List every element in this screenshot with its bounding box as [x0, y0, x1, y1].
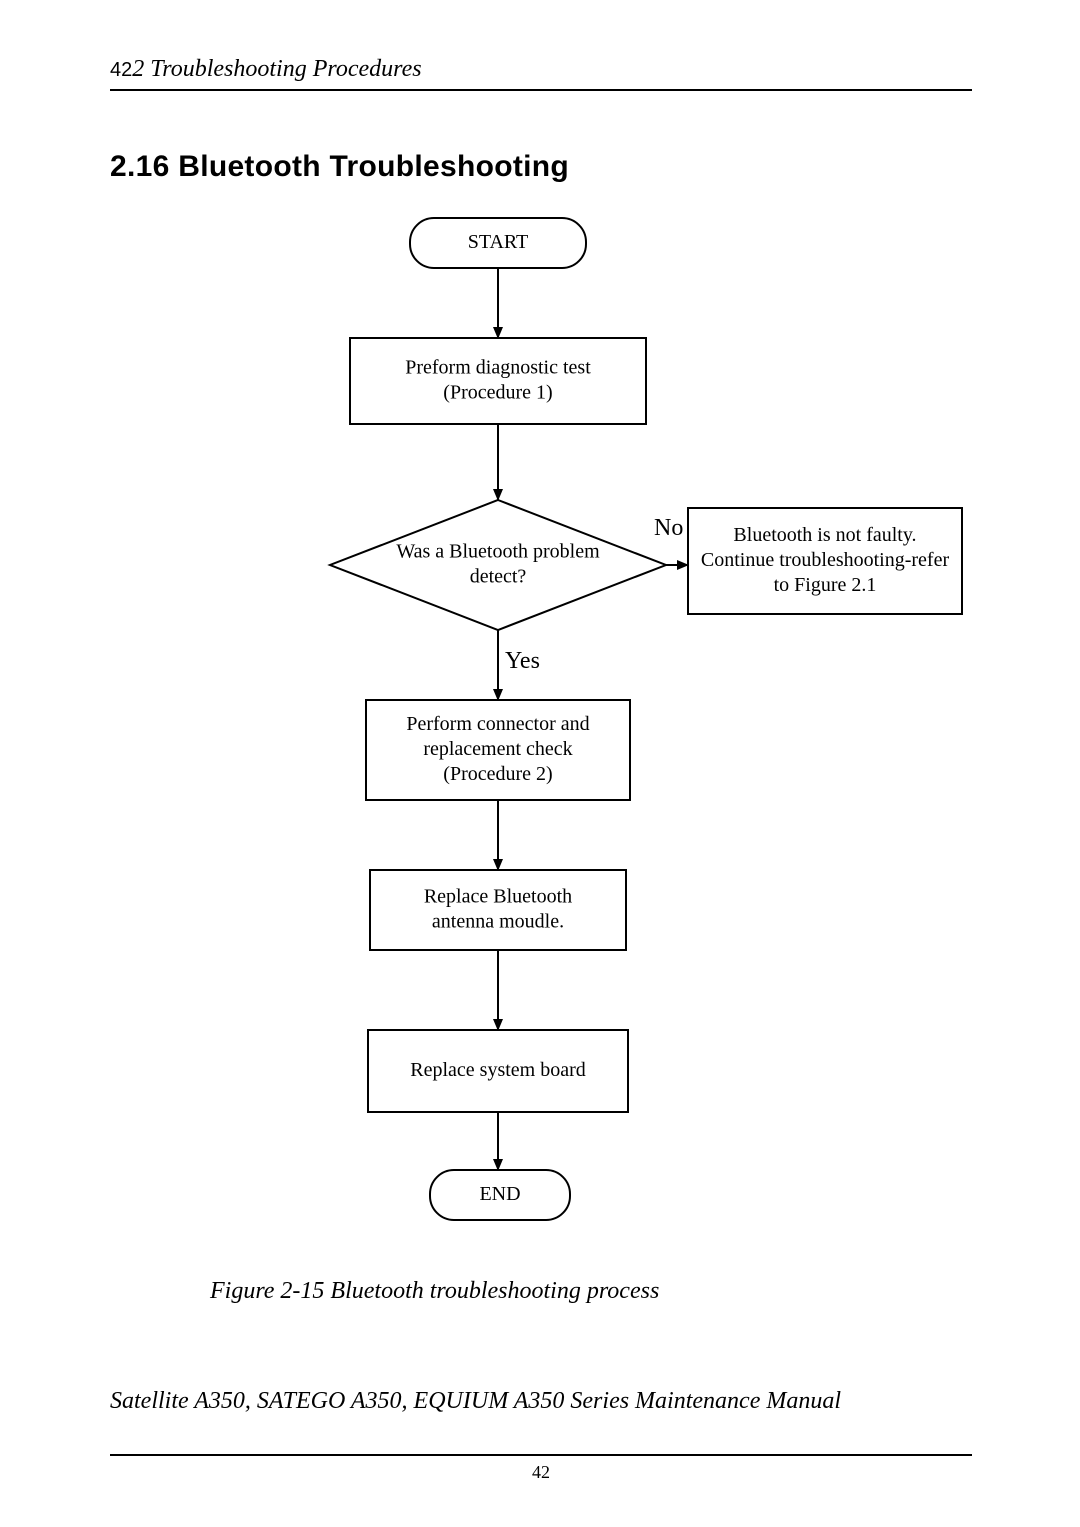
- node-label-d1: Was a Bluetooth problemdetect?: [396, 540, 600, 587]
- edge-label-no: No: [654, 515, 683, 541]
- flowchart-container: START Preform diagnostic test(Procedure 1…: [110, 210, 972, 1240]
- node-label-r1: Bluetooth is not faulty.Continue trouble…: [701, 524, 950, 596]
- page-header: 422 Troubleshooting Procedures: [110, 56, 972, 99]
- section-heading: 2.16 Bluetooth Troubleshooting: [110, 150, 569, 184]
- header-page-ref: 42: [110, 59, 132, 81]
- figure-caption: Figure 2-15 Bluetooth troubleshooting pr…: [210, 1278, 659, 1305]
- edge-label-yes: Yes: [505, 648, 540, 674]
- flowchart-svg: START Preform diagnostic test(Procedure 1…: [110, 210, 972, 1240]
- footer-rule: [110, 1454, 972, 1456]
- manual-subtitle: Satellite A350, SATEGO A350, EQUIUM A350…: [110, 1388, 841, 1415]
- page-footer: 42: [110, 1446, 972, 1483]
- node-label-p3: Replace Bluetoothantenna moudle.: [424, 885, 572, 932]
- footer-page-number: 42: [110, 1462, 972, 1483]
- node-label-p1: Preform diagnostic test(Procedure 1): [405, 356, 591, 403]
- page: 422 Troubleshooting Procedures 2.16 Blue…: [0, 0, 1080, 1527]
- node-label-end: END: [479, 1183, 520, 1205]
- node-label-p4: Replace system board: [410, 1059, 586, 1081]
- node-label-p2: Perform connector andreplacement check(P…: [406, 713, 589, 785]
- header-title: 2 Troubleshooting Procedures: [132, 56, 421, 82]
- header-text: 422 Troubleshooting Procedures: [110, 56, 972, 83]
- node-label-start: START: [468, 231, 529, 253]
- header-rule: [110, 89, 972, 91]
